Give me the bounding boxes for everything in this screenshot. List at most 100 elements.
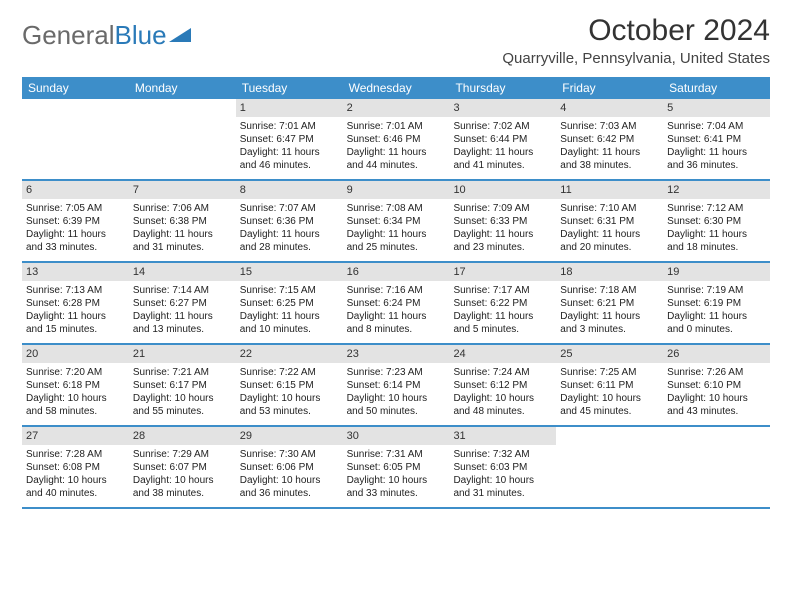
day-details: Sunrise: 7:19 AMSunset: 6:19 PMDaylight:… bbox=[663, 281, 770, 339]
sunset: Sunset: 6:44 PM bbox=[453, 133, 552, 146]
date-number: 13 bbox=[22, 263, 129, 281]
sunset: Sunset: 6:31 PM bbox=[560, 215, 659, 228]
day-details: Sunrise: 7:20 AMSunset: 6:18 PMDaylight:… bbox=[22, 363, 129, 421]
daylight: Daylight: 11 hours and 23 minutes. bbox=[453, 228, 552, 254]
day-cell: 17Sunrise: 7:17 AMSunset: 6:22 PMDayligh… bbox=[449, 263, 556, 343]
date-number: 7 bbox=[129, 181, 236, 199]
calendar: SundayMondayTuesdayWednesdayThursdayFrid… bbox=[22, 77, 770, 509]
sunrise: Sunrise: 7:22 AM bbox=[240, 366, 339, 379]
date-number: 3 bbox=[449, 99, 556, 117]
day-cell: 27Sunrise: 7:28 AMSunset: 6:08 PMDayligh… bbox=[22, 427, 129, 507]
date-number: 28 bbox=[129, 427, 236, 445]
date-number: 15 bbox=[236, 263, 343, 281]
day-details: Sunrise: 7:03 AMSunset: 6:42 PMDaylight:… bbox=[556, 117, 663, 175]
sunrise: Sunrise: 7:28 AM bbox=[26, 448, 125, 461]
day-cell: 23Sunrise: 7:23 AMSunset: 6:14 PMDayligh… bbox=[343, 345, 450, 425]
week-row: 6Sunrise: 7:05 AMSunset: 6:39 PMDaylight… bbox=[22, 181, 770, 263]
day-header: Thursday bbox=[449, 77, 556, 99]
sunset: Sunset: 6:17 PM bbox=[133, 379, 232, 392]
sunset: Sunset: 6:18 PM bbox=[26, 379, 125, 392]
day-details: Sunrise: 7:10 AMSunset: 6:31 PMDaylight:… bbox=[556, 199, 663, 257]
daylight: Daylight: 11 hours and 25 minutes. bbox=[347, 228, 446, 254]
daylight: Daylight: 10 hours and 50 minutes. bbox=[347, 392, 446, 418]
day-cell: 3Sunrise: 7:02 AMSunset: 6:44 PMDaylight… bbox=[449, 99, 556, 179]
day-cell: 31Sunrise: 7:32 AMSunset: 6:03 PMDayligh… bbox=[449, 427, 556, 507]
day-cell: 24Sunrise: 7:24 AMSunset: 6:12 PMDayligh… bbox=[449, 345, 556, 425]
sunset: Sunset: 6:36 PM bbox=[240, 215, 339, 228]
date-number: 19 bbox=[663, 263, 770, 281]
day-cell: 11Sunrise: 7:10 AMSunset: 6:31 PMDayligh… bbox=[556, 181, 663, 261]
date-number: 10 bbox=[449, 181, 556, 199]
sunrise: Sunrise: 7:25 AM bbox=[560, 366, 659, 379]
day-details: Sunrise: 7:21 AMSunset: 6:17 PMDaylight:… bbox=[129, 363, 236, 421]
day-header-row: SundayMondayTuesdayWednesdayThursdayFrid… bbox=[22, 77, 770, 99]
location: Quarryville, Pennsylvania, United States bbox=[502, 50, 770, 67]
sunrise: Sunrise: 7:24 AM bbox=[453, 366, 552, 379]
daylight: Daylight: 10 hours and 36 minutes. bbox=[240, 474, 339, 500]
daylight: Daylight: 10 hours and 38 minutes. bbox=[133, 474, 232, 500]
date-number: 27 bbox=[22, 427, 129, 445]
date-number: 14 bbox=[129, 263, 236, 281]
daylight: Daylight: 11 hours and 44 minutes. bbox=[347, 146, 446, 172]
daylight: Daylight: 11 hours and 18 minutes. bbox=[667, 228, 766, 254]
day-details: Sunrise: 7:06 AMSunset: 6:38 PMDaylight:… bbox=[129, 199, 236, 257]
daylight: Daylight: 11 hours and 36 minutes. bbox=[667, 146, 766, 172]
brand-logo: GeneralBlue bbox=[22, 20, 191, 51]
day-header: Tuesday bbox=[236, 77, 343, 99]
day-cell: 19Sunrise: 7:19 AMSunset: 6:19 PMDayligh… bbox=[663, 263, 770, 343]
sunset: Sunset: 6:12 PM bbox=[453, 379, 552, 392]
daylight: Daylight: 11 hours and 10 minutes. bbox=[240, 310, 339, 336]
day-details: Sunrise: 7:13 AMSunset: 6:28 PMDaylight:… bbox=[22, 281, 129, 339]
sunset: Sunset: 6:07 PM bbox=[133, 461, 232, 474]
sunset: Sunset: 6:03 PM bbox=[453, 461, 552, 474]
day-cell: 7Sunrise: 7:06 AMSunset: 6:38 PMDaylight… bbox=[129, 181, 236, 261]
sunrise: Sunrise: 7:19 AM bbox=[667, 284, 766, 297]
date-number: 9 bbox=[343, 181, 450, 199]
day-details: Sunrise: 7:31 AMSunset: 6:05 PMDaylight:… bbox=[343, 445, 450, 503]
date-number: 5 bbox=[663, 99, 770, 117]
day-header: Saturday bbox=[663, 77, 770, 99]
sunset: Sunset: 6:06 PM bbox=[240, 461, 339, 474]
day-cell: 9Sunrise: 7:08 AMSunset: 6:34 PMDaylight… bbox=[343, 181, 450, 261]
day-details: Sunrise: 7:24 AMSunset: 6:12 PMDaylight:… bbox=[449, 363, 556, 421]
sunrise: Sunrise: 7:01 AM bbox=[240, 120, 339, 133]
day-details: Sunrise: 7:28 AMSunset: 6:08 PMDaylight:… bbox=[22, 445, 129, 503]
day-cell: 14Sunrise: 7:14 AMSunset: 6:27 PMDayligh… bbox=[129, 263, 236, 343]
day-details: Sunrise: 7:26 AMSunset: 6:10 PMDaylight:… bbox=[663, 363, 770, 421]
day-header: Friday bbox=[556, 77, 663, 99]
sunrise: Sunrise: 7:07 AM bbox=[240, 202, 339, 215]
day-cell: 12Sunrise: 7:12 AMSunset: 6:30 PMDayligh… bbox=[663, 181, 770, 261]
daylight: Daylight: 10 hours and 45 minutes. bbox=[560, 392, 659, 418]
daylight: Daylight: 11 hours and 8 minutes. bbox=[347, 310, 446, 336]
sunset: Sunset: 6:42 PM bbox=[560, 133, 659, 146]
daylight: Daylight: 10 hours and 58 minutes. bbox=[26, 392, 125, 418]
daylight: Daylight: 11 hours and 15 minutes. bbox=[26, 310, 125, 336]
date-number: 6 bbox=[22, 181, 129, 199]
day-cell: 18Sunrise: 7:18 AMSunset: 6:21 PMDayligh… bbox=[556, 263, 663, 343]
week-row: 20Sunrise: 7:20 AMSunset: 6:18 PMDayligh… bbox=[22, 345, 770, 427]
day-details: Sunrise: 7:01 AMSunset: 6:47 PMDaylight:… bbox=[236, 117, 343, 175]
day-details: Sunrise: 7:18 AMSunset: 6:21 PMDaylight:… bbox=[556, 281, 663, 339]
day-details: Sunrise: 7:29 AMSunset: 6:07 PMDaylight:… bbox=[129, 445, 236, 503]
day-cell: 30Sunrise: 7:31 AMSunset: 6:05 PMDayligh… bbox=[343, 427, 450, 507]
sunrise: Sunrise: 7:21 AM bbox=[133, 366, 232, 379]
daylight: Daylight: 10 hours and 53 minutes. bbox=[240, 392, 339, 418]
daylight: Daylight: 10 hours and 48 minutes. bbox=[453, 392, 552, 418]
date-number: 22 bbox=[236, 345, 343, 363]
sunset: Sunset: 6:34 PM bbox=[347, 215, 446, 228]
day-details: Sunrise: 7:17 AMSunset: 6:22 PMDaylight:… bbox=[449, 281, 556, 339]
title-block: October 2024 Quarryville, Pennsylvania, … bbox=[502, 14, 770, 67]
week-row: 13Sunrise: 7:13 AMSunset: 6:28 PMDayligh… bbox=[22, 263, 770, 345]
sunrise: Sunrise: 7:31 AM bbox=[347, 448, 446, 461]
daylight: Daylight: 10 hours and 43 minutes. bbox=[667, 392, 766, 418]
empty-cell bbox=[556, 427, 663, 507]
sunrise: Sunrise: 7:30 AM bbox=[240, 448, 339, 461]
sunrise: Sunrise: 7:03 AM bbox=[560, 120, 659, 133]
sunrise: Sunrise: 7:04 AM bbox=[667, 120, 766, 133]
date-number: 2 bbox=[343, 99, 450, 117]
sunset: Sunset: 6:11 PM bbox=[560, 379, 659, 392]
day-cell: 1Sunrise: 7:01 AMSunset: 6:47 PMDaylight… bbox=[236, 99, 343, 179]
day-cell: 15Sunrise: 7:15 AMSunset: 6:25 PMDayligh… bbox=[236, 263, 343, 343]
brand-part1: General bbox=[22, 20, 115, 51]
sunrise: Sunrise: 7:17 AM bbox=[453, 284, 552, 297]
